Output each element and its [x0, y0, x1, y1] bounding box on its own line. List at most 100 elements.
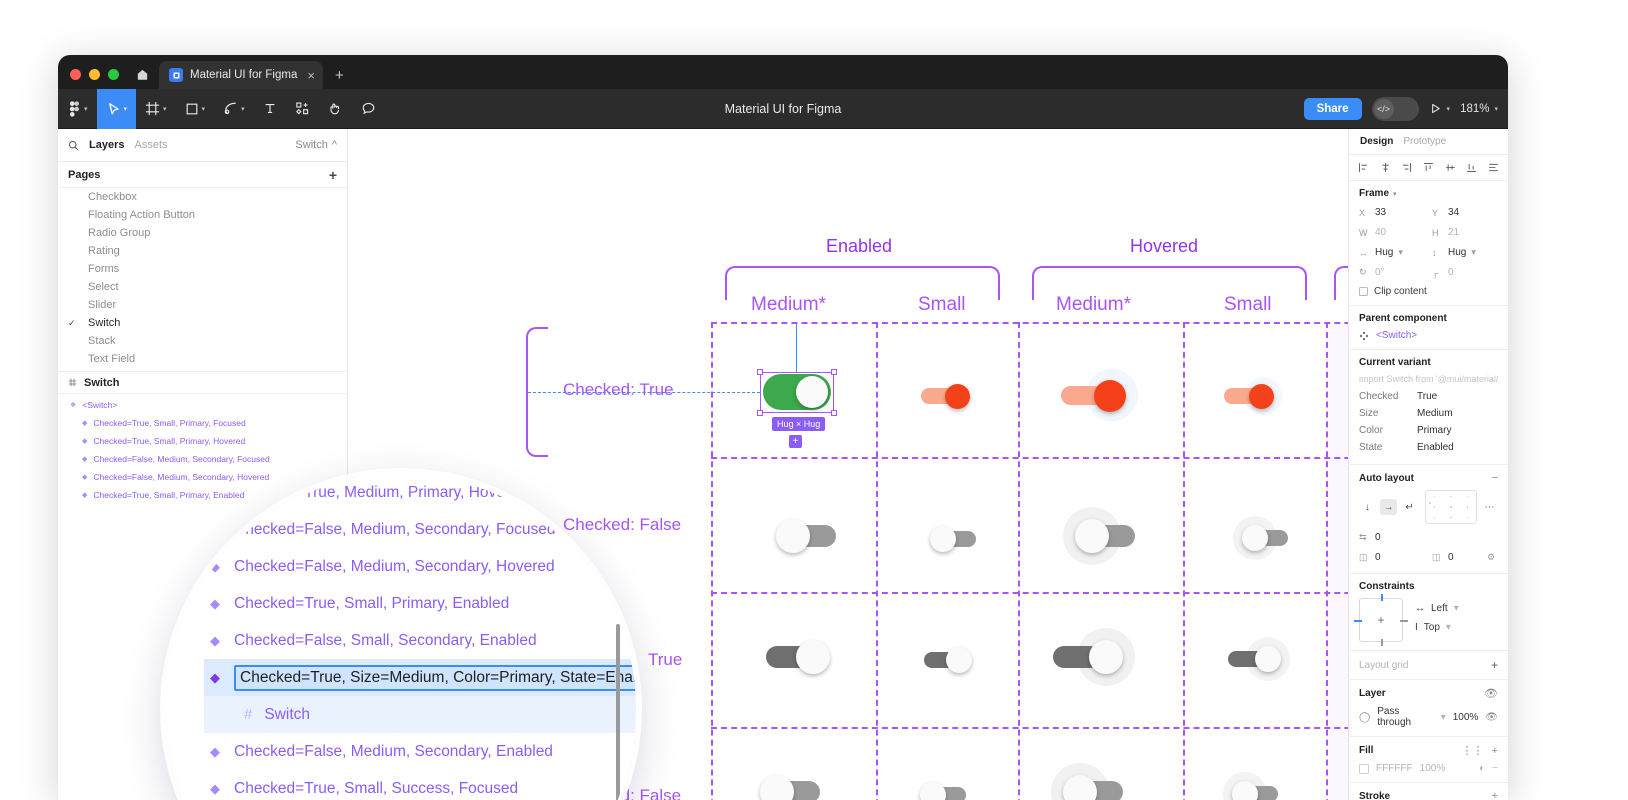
eye-icon[interactable]: 👁	[1484, 688, 1498, 700]
layer-rename-input[interactable]: Checked=True, Size=Medium, Color=Primary…	[234, 664, 636, 691]
x-field[interactable]: X 33	[1359, 205, 1425, 220]
constraint-horizontal-select[interactable]: ↔ Left ▾	[1415, 603, 1459, 614]
page-item-checkbox[interactable]: Checkbox	[58, 188, 347, 206]
height-field[interactable]: H 21	[1432, 225, 1498, 240]
switch-off-medium[interactable]	[776, 519, 846, 553]
switch-off-medium-hovered[interactable]	[1063, 507, 1153, 565]
fill-opacity-value[interactable]: 100%	[1419, 763, 1446, 774]
maximize-window-button[interactable]	[108, 69, 119, 80]
constraint-vertical-select[interactable]: I Top ▾	[1415, 622, 1459, 633]
variant-property-color[interactable]: Color Primary	[1359, 422, 1498, 439]
variant-property-size[interactable]: Size Medium	[1359, 405, 1498, 422]
search-icon[interactable]	[68, 140, 79, 151]
main-menu-button[interactable]: ▾	[58, 89, 97, 129]
layer-item[interactable]: ◆ Checked=True, Small, Primary, Focused	[58, 414, 347, 432]
text-tool-button[interactable]	[254, 89, 286, 129]
tab-layers[interactable]: Layers	[89, 139, 125, 151]
browser-tab-material-ui[interactable]: Material UI for Figma ×	[159, 61, 323, 89]
direction-vertical-button[interactable]: ↓	[1365, 501, 1370, 513]
switch-off-medium-r4[interactable]	[760, 775, 830, 800]
switch-on-gray-small-hovered[interactable]	[1228, 637, 1300, 681]
constraint-picker[interactable]: +	[1354, 594, 1408, 646]
layer-item[interactable]: ❖ <Switch>	[58, 396, 347, 414]
magnified-selected-layer[interactable]: ◆ Checked=True, Size=Medium, Color=Primar…	[204, 659, 636, 696]
switch-on-orange-small[interactable]	[921, 381, 975, 409]
clip-content-checkbox[interactable]	[1359, 287, 1368, 296]
padding-vertical-field[interactable]: ◫ 0 ⚙	[1432, 550, 1498, 565]
frame-row-switch[interactable]: Switch	[58, 372, 347, 394]
hand-tool-button[interactable]	[319, 89, 352, 129]
fill-color-value[interactable]: FFFFFF	[1376, 763, 1413, 774]
page-item-select[interactable]: Select	[58, 278, 347, 296]
zoom-level-control[interactable]: 181% ▾	[1460, 103, 1498, 115]
add-stroke-button[interactable]: +	[1491, 790, 1498, 800]
remove-fill-button[interactable]: −	[1492, 763, 1498, 774]
switch-off-small-r4[interactable]	[920, 782, 974, 800]
width-field[interactable]: W 40	[1359, 225, 1425, 240]
new-tab-button[interactable]: +	[334, 67, 344, 84]
chevron-down-icon[interactable]: ▾	[1393, 190, 1397, 198]
resize-handle-se[interactable]	[831, 410, 837, 416]
magnified-layer-item[interactable]: ◆ Checked=False, Medium, Secondary, Enabl…	[204, 733, 636, 770]
switch-on-gray-medium[interactable]	[766, 640, 836, 674]
page-item-switch[interactable]: ✓ Switch	[58, 314, 347, 332]
align-top-icon[interactable]	[1423, 162, 1434, 173]
shape-tool-button[interactable]: ▾	[176, 89, 215, 129]
variant-property-checked[interactable]: Checked True	[1359, 388, 1498, 405]
switch-on-gray-medium-hovered[interactable]	[1053, 628, 1148, 686]
padding-horizontal-field[interactable]: ◫ 0	[1359, 550, 1425, 565]
direction-horizontal-button[interactable]: →	[1380, 499, 1397, 515]
align-right-icon[interactable]	[1401, 162, 1412, 173]
tab-assets[interactable]: Assets	[134, 139, 168, 151]
align-horizontal-center-icon[interactable]	[1380, 162, 1391, 173]
corner-radius-field[interactable]: ┌ 0	[1432, 265, 1498, 280]
magnified-layer-item[interactable]: ◆ Checked=True, Small, Success, Focused	[204, 770, 636, 800]
scrollbar-thumb[interactable]	[616, 624, 620, 800]
resize-handle-nw[interactable]	[757, 369, 763, 375]
pen-tool-button[interactable]: ▾	[214, 89, 254, 129]
switch-off-small[interactable]	[930, 526, 984, 552]
home-icon[interactable]	[129, 67, 159, 89]
distribute-icon[interactable]	[1488, 162, 1499, 173]
layer-item[interactable]: ◆ Checked=False, Medium, Secondary, Focus…	[58, 450, 347, 468]
magnified-layer-item[interactable]: ◆ Checked=True, Medium, Primary, Hovered	[204, 474, 636, 511]
page-selector[interactable]: Switch ^	[295, 139, 337, 151]
present-button[interactable]: ▾	[1429, 102, 1451, 115]
layer-item[interactable]: ◆ Checked=True, Small, Primary, Hovered	[58, 432, 347, 450]
layer-opacity-value[interactable]: 100%	[1452, 711, 1479, 723]
comment-tool-button[interactable]	[352, 89, 385, 129]
close-icon[interactable]: ×	[307, 67, 315, 83]
switch-off-small-hovered-r4[interactable]	[1223, 772, 1293, 800]
page-item-rating[interactable]: Rating	[58, 242, 347, 260]
add-page-button[interactable]: +	[328, 166, 337, 183]
magnified-layer-item[interactable]: ◆ Checked=False, Medium, Secondary, Hover…	[204, 548, 636, 585]
eye-icon[interactable]: 👁	[1485, 711, 1498, 723]
rotation-field[interactable]: ↻ 0°	[1359, 265, 1425, 280]
variant-property-state[interactable]: State Enabled	[1359, 439, 1498, 456]
fill-color-swatch[interactable]	[1359, 763, 1369, 774]
auto-layout-more-button[interactable]: ⋯	[1484, 501, 1495, 513]
layer-item[interactable]: ◆ Checked=True, Small, Primary, Enabled	[58, 486, 347, 504]
layer-item[interactable]: ◆ Checked=False, Medium, Secondary, Hover…	[58, 468, 347, 486]
resize-handle-ne[interactable]	[831, 369, 837, 375]
add-layout-grid-button[interactable]: +	[1490, 658, 1498, 672]
magnified-layer-item[interactable]: ◆ Checked=False, Small, Secondary, Enable…	[204, 622, 636, 659]
dev-mode-toggle[interactable]: </>	[1371, 96, 1419, 121]
move-tool-button[interactable]: ▾	[96, 88, 137, 129]
page-item-forms[interactable]: Forms	[58, 260, 347, 278]
switch-on-green-selected[interactable]	[763, 374, 831, 410]
clip-content-row[interactable]: Clip content	[1359, 286, 1498, 297]
components-tool-button[interactable]	[286, 89, 319, 129]
chevron-down-icon[interactable]: ▾	[1446, 105, 1451, 113]
styles-icon[interactable]: ⋮⋮	[1461, 745, 1484, 757]
align-left-icon[interactable]	[1358, 162, 1369, 173]
close-window-button[interactable]	[70, 69, 81, 80]
switch-off-medium-hovered-r4[interactable]	[1051, 763, 1141, 800]
minimize-window-button[interactable]	[89, 69, 100, 80]
settings-icon[interactable]: ⚙	[1487, 552, 1496, 562]
alignment-picker[interactable]	[1425, 490, 1477, 524]
switch-off-small-hovered[interactable]	[1233, 516, 1303, 560]
share-button[interactable]: Share	[1303, 97, 1362, 120]
switch-on-orange-small-hovered[interactable]	[1224, 377, 1286, 415]
tab-design[interactable]: Design	[1360, 136, 1394, 147]
